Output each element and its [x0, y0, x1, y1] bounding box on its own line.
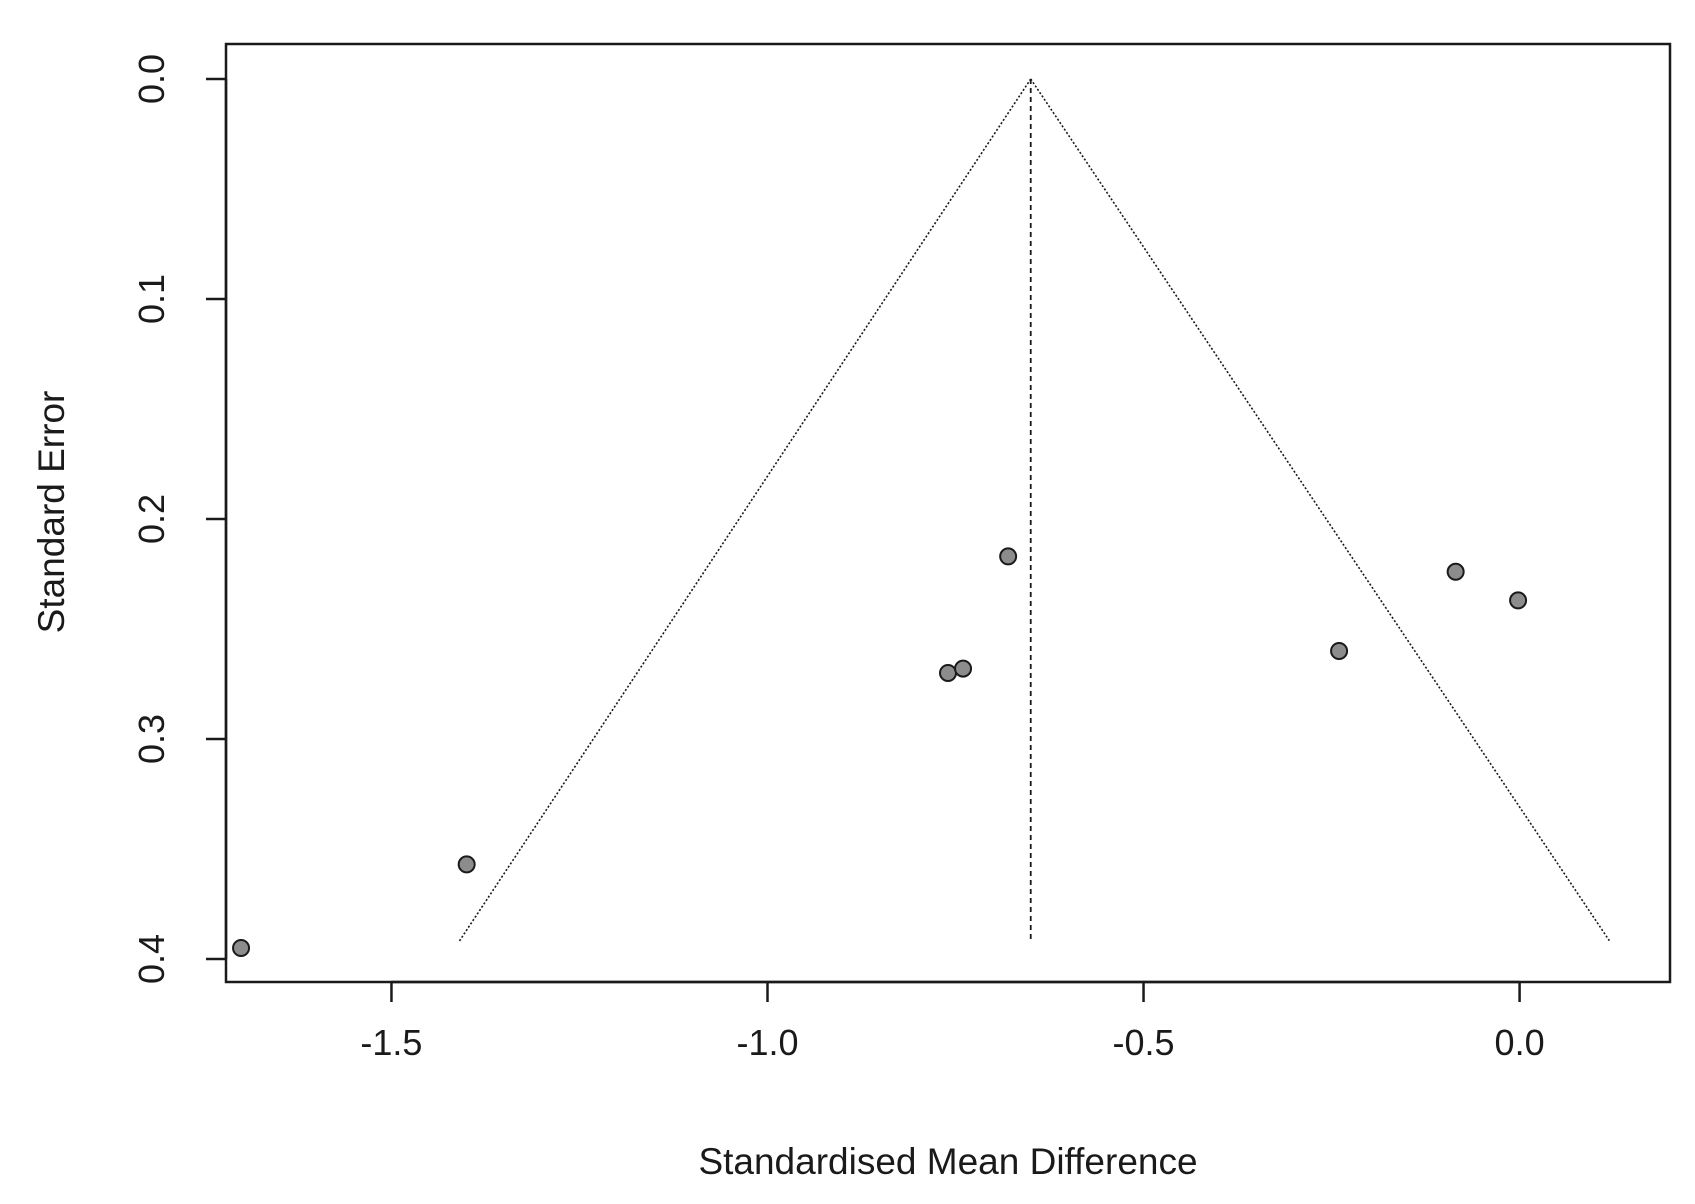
data-point	[954, 659, 973, 678]
funnel-right-line	[1030, 78, 1611, 942]
y-tick-label: 0.3	[131, 714, 172, 764]
y-axis: 0.0 0.1 0.2 0.3 0.4	[131, 54, 228, 984]
data-point	[1509, 591, 1528, 610]
x-axis: -1.5 -1.0 -0.5 0.0	[360, 980, 1545, 1063]
funnel-left-line	[458, 78, 1032, 942]
y-tick-label: 0.2	[131, 494, 172, 544]
x-tick-label: 0.0	[1495, 1022, 1545, 1063]
data-point	[939, 664, 957, 682]
plot-frame	[224, 42, 1672, 984]
data-point	[1330, 642, 1349, 660]
data-point	[232, 939, 251, 957]
data-point	[457, 855, 476, 874]
funnel-lines	[458, 78, 1611, 942]
x-tick-label: -1.5	[360, 1022, 422, 1063]
x-tick-label: -0.5	[1113, 1022, 1175, 1063]
x-axis-title: Standardised Mean Difference	[698, 1141, 1197, 1182]
y-axis-title: Standard Error	[31, 391, 72, 634]
x-tick-label: -1.0	[736, 1022, 798, 1063]
y-tick-label: 0.0	[131, 54, 172, 104]
data-point	[1446, 562, 1465, 581]
data-point	[999, 547, 1018, 566]
data-points	[232, 547, 1528, 957]
y-tick-label: 0.1	[131, 274, 172, 324]
y-tick-label: 0.4	[131, 934, 172, 984]
